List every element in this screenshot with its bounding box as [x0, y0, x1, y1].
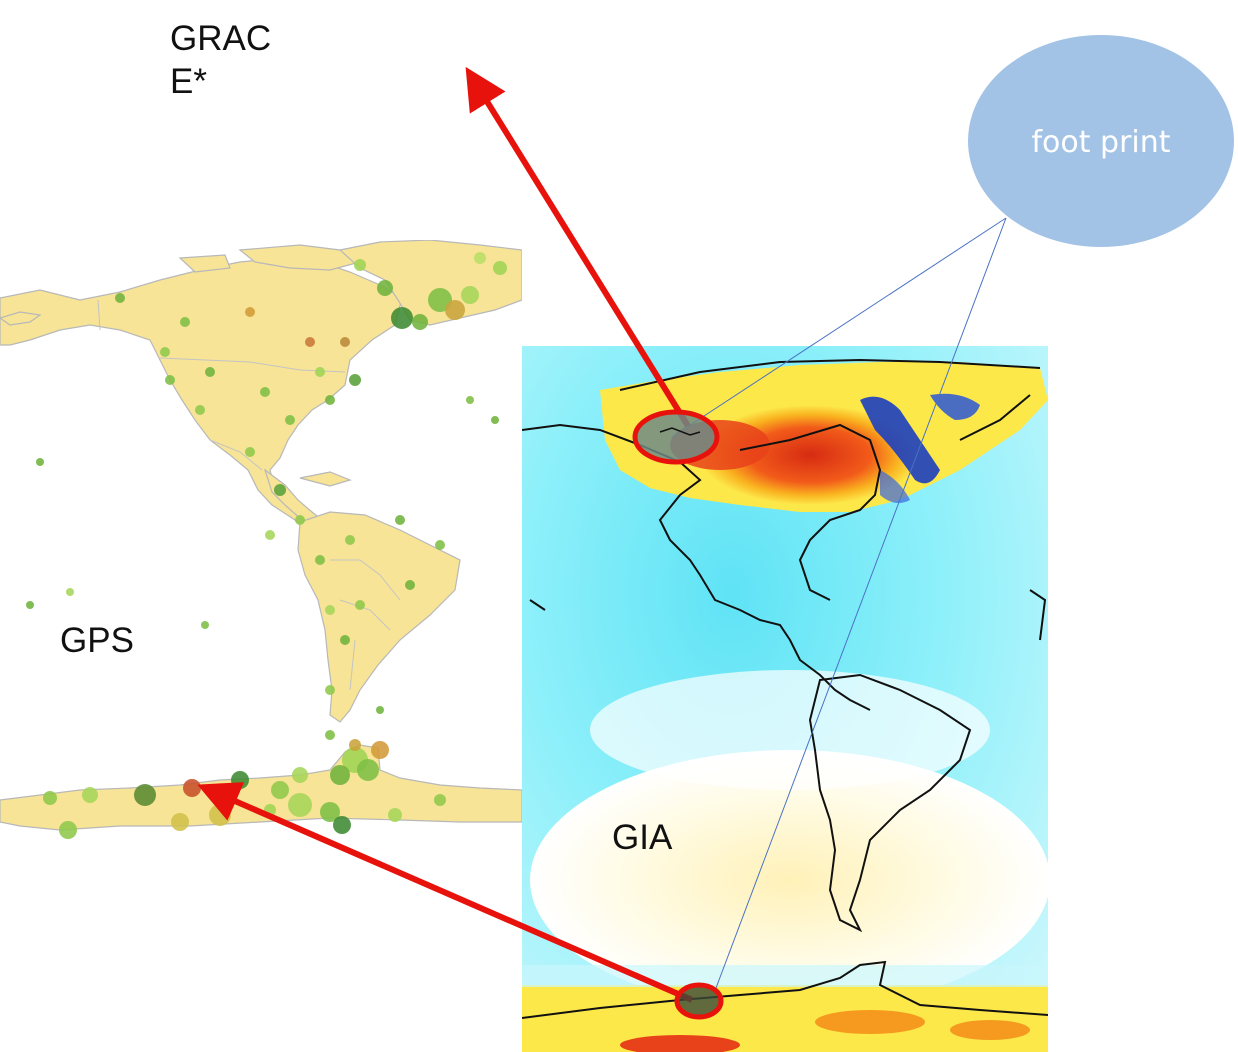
gps-station-dot [205, 367, 215, 377]
gps-station-dot [320, 802, 340, 822]
gps-station-dot [171, 813, 189, 831]
gps-station-dot [305, 337, 315, 347]
gps-station-dot [231, 771, 249, 789]
gps-station-dot [265, 530, 275, 540]
gps-station-dot [59, 821, 77, 839]
gps-station-dot [315, 555, 325, 565]
gps-station-dot [274, 484, 286, 496]
gps-station-dot [357, 759, 379, 781]
north-footprint-marker [632, 409, 720, 465]
gps-station-dot [355, 600, 365, 610]
gps-station-dot [491, 416, 499, 424]
gps-station-dot [333, 816, 351, 834]
gps-station-dot [66, 588, 74, 596]
gps-station-dot [349, 374, 361, 386]
gps-station-dot [474, 252, 486, 264]
gps-station-dot [445, 300, 465, 320]
gps-station-dot [115, 293, 125, 303]
gps-station-dot [134, 784, 156, 806]
gps-station-dot [391, 307, 413, 329]
gps-station-dot [43, 791, 57, 805]
gps-station-dot [201, 621, 209, 629]
gps-station-dot [285, 415, 295, 425]
gps-land [0, 240, 522, 831]
gps-station-dot [160, 347, 170, 357]
gps-station-dot [349, 739, 361, 751]
gps-station-dot [371, 741, 389, 759]
grace-arrow [465, 66, 691, 428]
gps-stations [26, 252, 507, 839]
gia-label: GIA [612, 818, 673, 857]
gps-station-dot [315, 367, 325, 377]
gps-station-dot [377, 280, 393, 296]
gia-map [522, 346, 1048, 1052]
gps-station-dot [376, 706, 384, 714]
gps-station-dot [245, 447, 255, 457]
gps-station-dot [245, 307, 255, 317]
gps-station-dot [180, 317, 190, 327]
gps-station-dot [183, 779, 201, 797]
grace-label-line2: E* [170, 62, 207, 101]
gps-station-dot [295, 515, 305, 525]
foot-print-callout: foot print [968, 35, 1234, 247]
gps-station-dot [330, 765, 350, 785]
gps-arrow [197, 782, 694, 1003]
gps-station-dot [271, 781, 289, 799]
gps-station-dot [325, 395, 335, 405]
gps-station-dot [325, 730, 335, 740]
gps-station-dot [340, 337, 350, 347]
gps-station-dot [354, 259, 366, 271]
gps-station-dot [195, 405, 205, 415]
gps-station-dot [82, 787, 98, 803]
gps-station-dot [209, 804, 231, 826]
gps-station-dot [292, 767, 308, 783]
gps-station-dot [345, 535, 355, 545]
gps-station-dot [435, 540, 445, 550]
callout-leader-lines [671, 217, 1007, 989]
gia-subsidence [860, 396, 940, 484]
gia-southern-warm [530, 750, 1048, 1010]
gps-station-dot [466, 396, 474, 404]
grace-label-line1: GRAC [170, 19, 271, 58]
gps-station-dot [165, 375, 175, 385]
south-footprint-marker [674, 982, 724, 1020]
gia-antarctic-yellow [522, 985, 1048, 1052]
gps-station-dot [388, 808, 402, 822]
callout-label: foot print [1031, 125, 1170, 160]
gps-station-dot [434, 794, 446, 806]
gps-station-dot [493, 261, 507, 275]
gps-station-dot [288, 793, 312, 817]
gps-station-dot [325, 605, 335, 615]
gps-station-dot [340, 635, 350, 645]
gps-station-dot [36, 458, 44, 466]
gps-station-dot [395, 515, 405, 525]
gps-station-dot [412, 314, 428, 330]
gps-station-dot [461, 286, 479, 304]
gps-station-dot [325, 685, 335, 695]
gps-station-dot [260, 387, 270, 397]
gps-map [0, 240, 522, 839]
gps-station-dot [405, 580, 415, 590]
gps-label: GPS [60, 621, 134, 660]
gps-station-dot [26, 601, 34, 609]
